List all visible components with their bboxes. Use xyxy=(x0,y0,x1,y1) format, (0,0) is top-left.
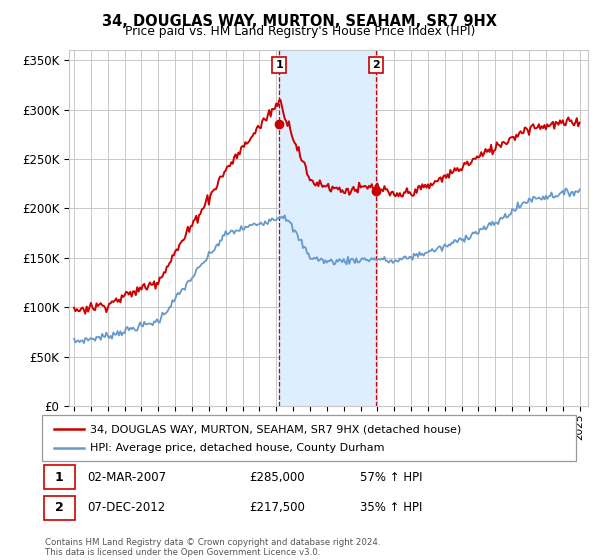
Text: 34, DOUGLAS WAY, MURTON, SEAHAM, SR7 9HX: 34, DOUGLAS WAY, MURTON, SEAHAM, SR7 9HX xyxy=(103,14,497,29)
Text: 57% ↑ HPI: 57% ↑ HPI xyxy=(360,470,422,484)
Text: £285,000: £285,000 xyxy=(249,470,305,484)
Text: 02-MAR-2007: 02-MAR-2007 xyxy=(87,470,166,484)
Text: £217,500: £217,500 xyxy=(249,501,305,515)
Text: Contains HM Land Registry data © Crown copyright and database right 2024.
This d: Contains HM Land Registry data © Crown c… xyxy=(45,538,380,557)
Text: 34, DOUGLAS WAY, MURTON, SEAHAM, SR7 9HX (detached house): 34, DOUGLAS WAY, MURTON, SEAHAM, SR7 9HX… xyxy=(90,424,461,434)
Text: 2: 2 xyxy=(373,60,380,70)
Text: 07-DEC-2012: 07-DEC-2012 xyxy=(87,501,165,515)
Text: Price paid vs. HM Land Registry's House Price Index (HPI): Price paid vs. HM Land Registry's House … xyxy=(125,25,475,38)
Bar xyxy=(279,50,376,406)
Text: 1: 1 xyxy=(275,60,283,70)
Text: 1: 1 xyxy=(55,470,64,484)
Text: HPI: Average price, detached house, County Durham: HPI: Average price, detached house, Coun… xyxy=(90,443,385,453)
Text: 2: 2 xyxy=(55,501,64,515)
Text: 35% ↑ HPI: 35% ↑ HPI xyxy=(360,501,422,515)
